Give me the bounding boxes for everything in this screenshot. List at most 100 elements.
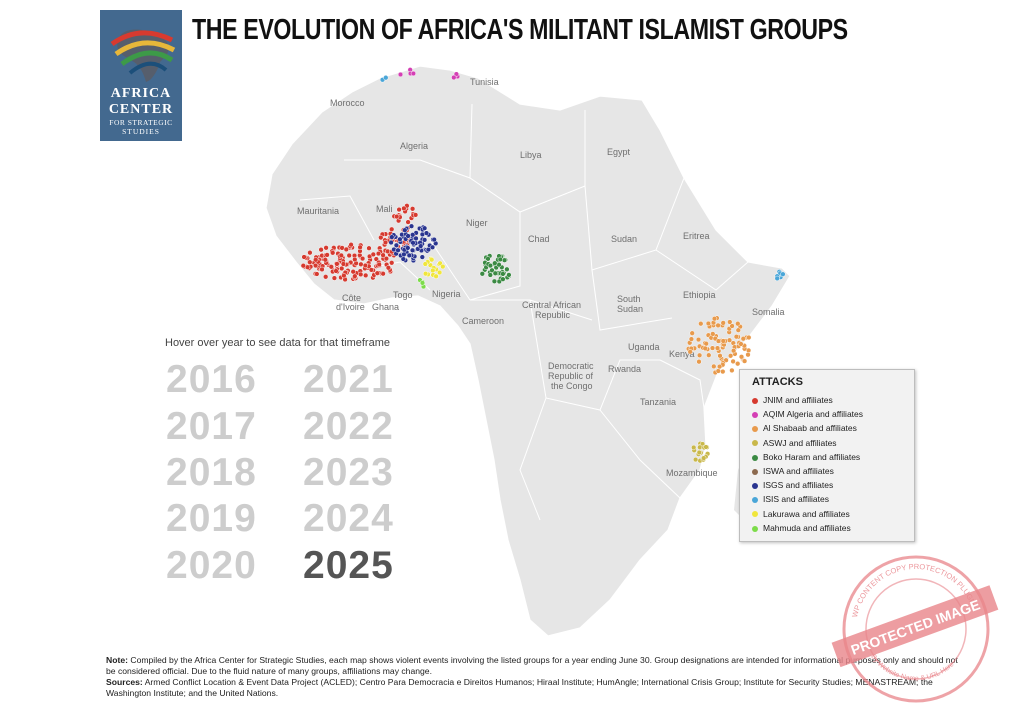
attack-dot xyxy=(410,70,417,77)
attack-dot xyxy=(735,321,741,327)
attack-dot xyxy=(419,280,426,286)
attack-dot xyxy=(330,250,336,256)
year-2017[interactable]: 2017 xyxy=(166,405,257,448)
label-somalia: Somalia xyxy=(752,307,785,317)
attack-dot xyxy=(774,275,780,282)
legend-item: ISGS and affiliates xyxy=(752,480,833,492)
legend-item: ASWJ and affiliates xyxy=(752,438,837,450)
attack-dot xyxy=(695,336,702,343)
year-2021[interactable]: 2021 xyxy=(303,358,394,401)
attack-dot xyxy=(412,212,419,218)
attack-dot xyxy=(319,266,325,273)
label-ethiopia: Ethiopia xyxy=(683,290,716,300)
attack-dot xyxy=(395,247,401,253)
label-tunisia: Tunisia xyxy=(470,77,499,87)
attack-dot xyxy=(304,264,311,270)
attack-dot xyxy=(380,252,386,258)
attack-dot xyxy=(715,368,721,374)
attack-dot xyxy=(380,271,386,277)
attack-dot xyxy=(702,345,708,352)
attack-dot xyxy=(358,261,364,267)
sources-text: Armed Conflict Location & Event Data Pro… xyxy=(106,677,933,698)
label-drc-2: Republic of xyxy=(548,371,594,381)
attack-dot xyxy=(418,243,424,249)
attack-dot xyxy=(389,260,395,266)
year-2022[interactable]: 2022 xyxy=(303,405,394,448)
attack-dot xyxy=(780,271,786,277)
attack-dot xyxy=(717,353,723,359)
attack-dot xyxy=(500,276,506,282)
attack-dot xyxy=(343,246,349,253)
attack-dot xyxy=(727,319,733,325)
year-2018[interactable]: 2018 xyxy=(166,451,257,494)
year-2016[interactable]: 2016 xyxy=(166,358,257,401)
label-drc-3: the Congo xyxy=(551,381,593,391)
attack-dot xyxy=(389,226,395,232)
attack-dot xyxy=(492,270,498,276)
attack-dot xyxy=(406,252,412,259)
attack-dot xyxy=(711,363,717,370)
attack-dot xyxy=(735,327,741,333)
africa-center-logo: AFRICA CENTER FOR STRATEGIC STUDIES xyxy=(100,10,182,141)
year-2019[interactable]: 2019 xyxy=(166,497,257,540)
attack-dot xyxy=(506,272,512,278)
attack-dot xyxy=(301,254,307,260)
logo-line-1: AFRICA xyxy=(110,86,172,101)
attack-dot xyxy=(383,75,389,81)
attack-dot xyxy=(359,255,366,262)
attack-dot xyxy=(688,336,695,342)
attack-dot xyxy=(740,336,746,342)
label-niger: Niger xyxy=(466,218,488,228)
label-car-1: Central African xyxy=(522,300,581,310)
country-borders xyxy=(299,103,749,521)
legend-item-label: ISWA and affiliates xyxy=(763,466,834,476)
attack-dot xyxy=(352,273,358,279)
label-nigeria: Nigeria xyxy=(432,289,461,299)
legend-dot-icon xyxy=(752,397,758,404)
legend-dot-icon xyxy=(752,411,758,418)
attack-dot xyxy=(394,213,400,220)
attack-dot xyxy=(487,262,494,269)
attack-dot xyxy=(346,252,352,259)
attack-dot xyxy=(307,259,313,265)
africa-logo-icon xyxy=(110,29,176,82)
attack-dot xyxy=(393,242,400,248)
attack-dot xyxy=(433,273,439,279)
year-2020[interactable]: 2020 xyxy=(166,544,257,587)
legend-item-label: Lakurawa and affiliates xyxy=(763,508,850,519)
year-2024[interactable]: 2024 xyxy=(303,497,394,540)
attack-dot xyxy=(405,245,411,251)
label-cameroon: Cameroon xyxy=(462,316,504,326)
legend-item-label: Mahmuda and affiliates xyxy=(763,522,851,533)
attack-dot xyxy=(358,271,364,278)
legend-item-label: ISIS and affiliates xyxy=(763,494,829,505)
year-2023[interactable]: 2023 xyxy=(303,451,394,494)
attack-dot xyxy=(376,261,382,268)
label-cote-2: d'Ivoire xyxy=(336,302,365,312)
attack-dot xyxy=(733,334,740,340)
attack-dot xyxy=(715,322,721,329)
attack-dot xyxy=(720,320,726,326)
logo-line-3: FOR STRATEGIC xyxy=(109,118,173,127)
attack-dot xyxy=(698,321,704,327)
attack-dot xyxy=(409,206,416,212)
legend-item: AQIM Algeria and affiliates xyxy=(752,409,863,421)
label-algeria: Algeria xyxy=(400,141,428,151)
attack-dot xyxy=(410,240,416,246)
attack-dot xyxy=(402,227,408,233)
attack-dot xyxy=(741,358,748,364)
legend-item: Mahmuda and affiliates xyxy=(752,523,851,535)
attack-dot xyxy=(440,263,446,270)
label-south-sudan-2: Sudan xyxy=(617,304,643,314)
attack-dot xyxy=(720,338,726,344)
year-2025[interactable]: 2025 xyxy=(303,544,394,587)
attack-dot xyxy=(383,255,390,262)
attack-dot xyxy=(689,330,695,336)
attack-dot xyxy=(696,359,702,365)
legend-item-label: Al Shabaab and affiliates xyxy=(763,423,857,434)
attack-dot xyxy=(705,320,712,327)
attack-dot xyxy=(334,261,340,267)
label-south-sudan-1: South xyxy=(617,294,641,304)
attack-dot xyxy=(341,272,347,279)
attack-dot xyxy=(378,234,384,241)
